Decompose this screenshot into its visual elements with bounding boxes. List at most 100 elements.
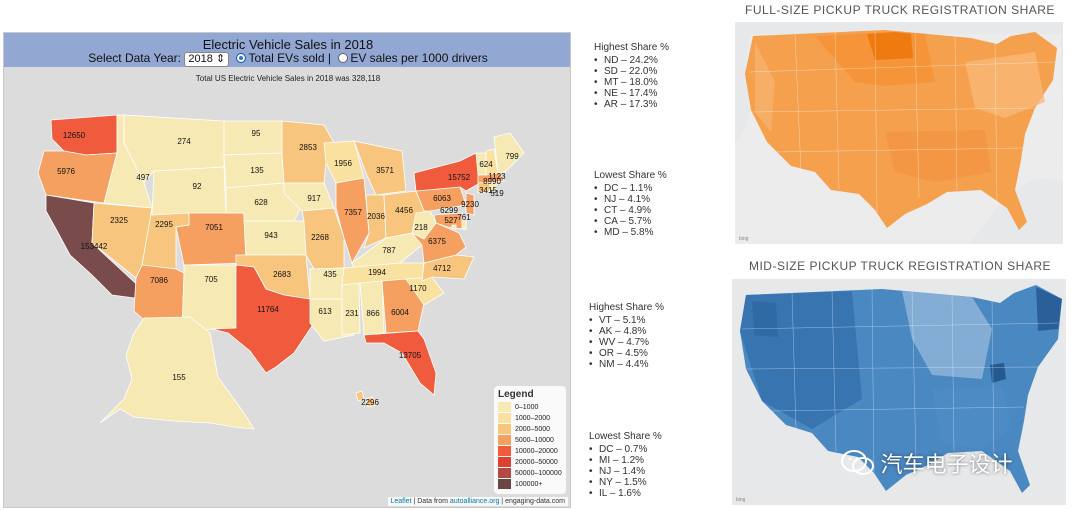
list-item: • SD – 22.0% — [594, 66, 669, 77]
full-size-highest-list: Highest Share % • ND – 24.2% • SD – 22.0% • M… — [594, 42, 669, 110]
state-value-nh: 1123 — [488, 172, 506, 181]
bullet-icon: • — [589, 455, 593, 466]
bullet-icon: • — [589, 315, 593, 326]
full-size-highest-heading: Highest Share % — [594, 42, 670, 53]
list-item-text: MI – 1.2% — [599, 455, 645, 466]
legend-swatch — [498, 479, 511, 489]
legend-swatch — [498, 413, 511, 423]
list-item-text: NY – 1.5% — [599, 477, 647, 488]
state-value-la: 613 — [318, 307, 332, 316]
list-item-text: MD – 5.8% — [604, 227, 654, 238]
full-size-map-title: FULL-SIZE PICKUP TRUCK REGISTRATION SHAR… — [745, 3, 1055, 17]
state-value-or: 5976 — [57, 167, 75, 176]
legend-label: 20000–50000 — [515, 459, 558, 466]
state-value-wy: 92 — [193, 182, 202, 191]
bullet-icon: • — [594, 66, 598, 77]
state-value-wa: 12650 — [63, 131, 86, 140]
state-value-ok: 2683 — [273, 270, 291, 279]
list-item-text: SD – 22.0% — [604, 66, 658, 77]
state-value-ri: 519 — [490, 189, 504, 198]
svg-text:bing: bing — [739, 236, 749, 242]
state-value-nd: 95 — [252, 129, 261, 138]
state-ak[interactable] — [99, 316, 255, 430]
list-item-text: WV – 4.7% — [599, 337, 650, 348]
state-value-in: 2036 — [367, 212, 385, 221]
bullet-icon: • — [589, 348, 593, 359]
radio-total-evs[interactable] — [236, 53, 247, 63]
bullet-icon: • — [594, 55, 598, 66]
list-item-text: IL – 1.6% — [599, 488, 641, 499]
state-nm[interactable] — [181, 264, 237, 332]
legend-item: 5000–10000 — [498, 435, 562, 446]
list-item-text: AK – 4.8% — [599, 326, 647, 337]
full-size-pickup-map: bing — [735, 22, 1063, 244]
state-value-va: 6375 — [428, 237, 446, 246]
full-size-lowest-list: Lowest Share % • DC – 1.1% • NJ – 4.1% • CT –… — [594, 170, 667, 238]
legend-label: 100000+ — [515, 481, 543, 488]
watermark-text: 汽车电子设计 — [880, 453, 1013, 478]
state-value-id: 497 — [136, 173, 150, 182]
state-ri[interactable] — [489, 182, 497, 192]
map-attribution: Leaflet | Data from autoalliance.org | e… — [387, 497, 568, 506]
legend-label: 0–1000 — [515, 404, 539, 411]
radio-per-1000-drivers[interactable] — [338, 53, 349, 63]
state-value-mi: 3571 — [376, 166, 394, 175]
state-nd[interactable] — [223, 120, 283, 156]
list-item-text: CA – 5.7% — [604, 216, 652, 227]
state-me[interactable] — [493, 132, 525, 174]
autoalliance-link[interactable]: autoalliance.org — [449, 498, 500, 505]
mid-size-lowest-list: Lowest Share % • DC – 0.7% • MI – 1.2% • NJ –… — [589, 431, 662, 499]
list-item-text: DC – 1.1% — [604, 183, 653, 194]
list-item: • NE – 17.4% — [594, 88, 669, 99]
state-ga[interactable] — [381, 278, 425, 334]
list-item-text: AR – 17.3% — [604, 99, 658, 110]
state-value-ca: 153442 — [81, 242, 108, 251]
state-value-al: 866 — [366, 309, 380, 318]
state-hi[interactable] — [355, 390, 377, 408]
state-in[interactable] — [363, 194, 387, 249]
state-value-ar: 435 — [323, 270, 337, 279]
state-value-nj: 9230 — [461, 200, 479, 209]
bullet-icon: • — [589, 466, 593, 477]
state-value-ak: 155 — [172, 373, 186, 382]
list-item-text: ND – 24.2% — [604, 55, 658, 66]
state-value-ks: 943 — [264, 231, 278, 240]
bullet-icon: • — [594, 77, 598, 88]
list-item: • IL – 1.6% — [589, 488, 662, 499]
state-value-hi: 2296 — [361, 398, 379, 407]
state-mn[interactable] — [281, 120, 335, 184]
state-or[interactable] — [37, 150, 118, 204]
legend-swatch — [498, 424, 511, 434]
bullet-icon: • — [594, 194, 598, 205]
state-value-ms: 231 — [345, 309, 359, 318]
radio-total-evs-label: Total EVs sold | — [248, 51, 331, 65]
state-tx[interactable] — [211, 264, 315, 374]
leaflet-link[interactable]: Leaflet — [390, 498, 412, 505]
state-value-tx: 11764 — [257, 305, 279, 314]
state-dc[interactable] — [451, 224, 457, 230]
state-value-wv: 218 — [414, 223, 428, 232]
list-item: • OR – 4.5% — [589, 348, 664, 359]
year-select[interactable]: 2018 ⇕ — [184, 52, 230, 67]
list-item-text: VT – 5.1% — [599, 315, 646, 326]
radio-per-1000-label: EV sales per 1000 drivers — [350, 51, 488, 65]
state-ms[interactable] — [341, 282, 361, 336]
state-fl[interactable] — [363, 330, 437, 396]
state-value-ny: 15752 — [448, 173, 471, 182]
bullet-icon: • — [594, 216, 598, 227]
state-value-nm: 705 — [204, 275, 218, 284]
state-al[interactable] — [359, 280, 385, 336]
legend-item: 0–1000 — [498, 402, 562, 413]
state-wy[interactable] — [151, 166, 227, 216]
mid-size-lowest-heading: Lowest Share % — [589, 431, 662, 442]
state-ny[interactable] — [413, 152, 481, 192]
legend-label: 5000–10000 — [515, 437, 554, 444]
state-mi[interactable] — [353, 140, 407, 196]
legend-swatch — [498, 446, 511, 456]
legend-label: 2000–5000 — [515, 426, 551, 433]
list-item: • AK – 4.8% — [589, 326, 664, 337]
state-nj[interactable] — [465, 192, 475, 216]
state-value-vt: 624 — [479, 160, 493, 169]
state-value-ky: 787 — [382, 246, 396, 255]
state-value-sc: 1170 — [409, 284, 427, 293]
